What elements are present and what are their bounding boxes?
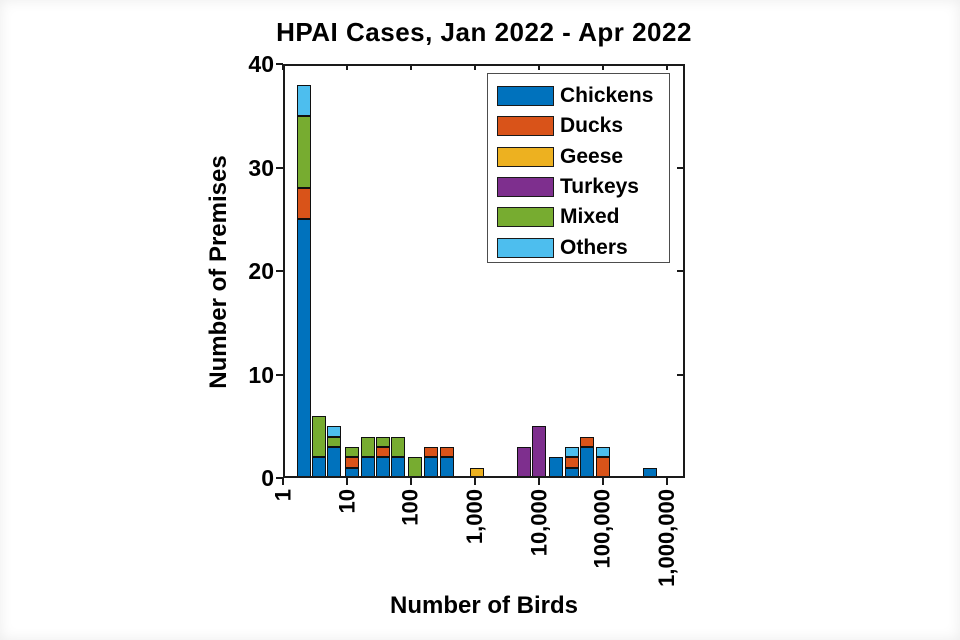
bar-segment-mixed <box>408 457 423 478</box>
legend-item-ducks: Ducks <box>488 111 669 141</box>
bar-segment-chickens <box>564 467 579 478</box>
y-tick <box>276 270 283 272</box>
bar-segment-mixed <box>327 436 342 447</box>
bar-segment-others <box>296 84 311 116</box>
bar-segment-others <box>327 426 342 437</box>
legend-label: Mixed <box>560 205 620 229</box>
x-tick <box>410 478 412 485</box>
legend: Chickens Ducks Geese Turkeys Mixed Others <box>487 73 670 263</box>
y-tick-label: 10 <box>248 361 274 388</box>
bar-segment-others <box>595 447 610 458</box>
bar-segment-chickens <box>345 467 360 478</box>
legend-swatch-chickens <box>497 86 554 107</box>
bar-segment-chickens <box>327 447 342 478</box>
bar-segment-ducks <box>439 447 454 458</box>
x-tick <box>666 478 668 485</box>
legend-item-geese: Geese <box>488 142 669 172</box>
bar-segment-mixed <box>311 415 326 458</box>
bar-segment-turkeys <box>532 426 547 478</box>
bar-segment-chickens <box>424 457 439 478</box>
y-tick-label: 20 <box>248 258 274 284</box>
legend-label: Turkeys <box>560 175 639 199</box>
bar-segment-chickens <box>642 467 657 478</box>
bar-segment-chickens <box>439 457 454 478</box>
bar-segment-chickens <box>296 219 311 478</box>
x-tick-label: 100 <box>398 489 423 526</box>
bar-segment-ducks <box>375 447 390 458</box>
bar-segment-mixed <box>360 436 375 458</box>
bar-segment-mixed <box>391 436 406 458</box>
bar-segment-ducks <box>579 436 594 447</box>
x-tick-label: 10 <box>334 489 359 514</box>
y-axis-label: Number of Premises <box>205 155 232 389</box>
bar-segment-chickens <box>579 447 594 478</box>
chart-title: HPAI Cases, Jan 2022 - Apr 2022 <box>276 17 692 47</box>
legend-label: Ducks <box>560 114 624 138</box>
y-tick-right <box>677 270 684 272</box>
bar-segment-mixed <box>296 115 311 189</box>
y-tick <box>276 373 283 376</box>
bar-segment-ducks <box>564 457 579 468</box>
legend-swatch-ducks <box>497 116 554 137</box>
legend-swatch-mixed <box>497 207 554 228</box>
y-tick-label: 40 <box>248 51 274 77</box>
x-tick-label: 1,000 <box>462 489 487 545</box>
y-tick-right <box>677 166 684 169</box>
bar-segment-mixed <box>345 447 360 458</box>
legend-label: Others <box>560 235 628 259</box>
bar-segment-turkeys <box>516 447 531 478</box>
legend-swatch-others <box>497 237 554 258</box>
y-tick-label: 0 <box>261 465 274 491</box>
x-tick-label: 1 <box>270 489 295 502</box>
x-tick <box>538 478 540 485</box>
legend-swatch-geese <box>497 146 554 167</box>
x-tick-top <box>666 64 668 70</box>
x-tick <box>474 478 476 485</box>
bar-segment-ducks <box>296 188 311 220</box>
bar-segment-geese <box>470 467 485 478</box>
y-tick <box>276 166 283 169</box>
x-tick <box>282 478 284 485</box>
x-tick-top <box>346 64 348 70</box>
x-tick-top <box>602 64 604 70</box>
y-tick-right <box>677 373 684 376</box>
x-tick <box>346 478 348 485</box>
legend-item-chickens: Chickens <box>488 81 669 111</box>
bar-segment-chickens <box>311 457 326 478</box>
bar-segment-chickens <box>375 457 390 478</box>
y-tick-label: 30 <box>248 154 274 181</box>
legend-item-others: Others <box>488 232 669 262</box>
x-tick-top <box>282 64 284 70</box>
x-tick-label: 1,000,000 <box>654 489 679 587</box>
bar-segment-mixed <box>375 436 390 447</box>
legend-swatch-turkeys <box>497 177 554 198</box>
bar-segment-ducks <box>595 457 610 478</box>
bar-segment-ducks <box>345 457 360 468</box>
bar-segment-chickens <box>549 457 564 478</box>
y-tick <box>276 477 283 479</box>
legend-item-mixed: Mixed <box>488 202 669 232</box>
x-tick-label: 10,000 <box>526 489 551 557</box>
y-tick <box>276 63 283 65</box>
x-tick-top <box>410 64 412 70</box>
x-axis-label: Number of Birds <box>389 592 579 619</box>
x-tick <box>602 478 604 485</box>
x-tick-label: 100,000 <box>590 489 615 569</box>
x-tick-top <box>538 64 540 70</box>
legend-label: Geese <box>560 144 624 168</box>
legend-label: Chickens <box>560 84 654 108</box>
bar-segment-chickens <box>391 457 406 478</box>
bar-segment-chickens <box>360 457 375 478</box>
x-tick-top <box>474 64 476 70</box>
legend-item-turkeys: Turkeys <box>488 172 669 202</box>
bar-segment-ducks <box>424 447 439 458</box>
plot-area <box>283 64 685 478</box>
bar-segment-others <box>564 447 579 458</box>
